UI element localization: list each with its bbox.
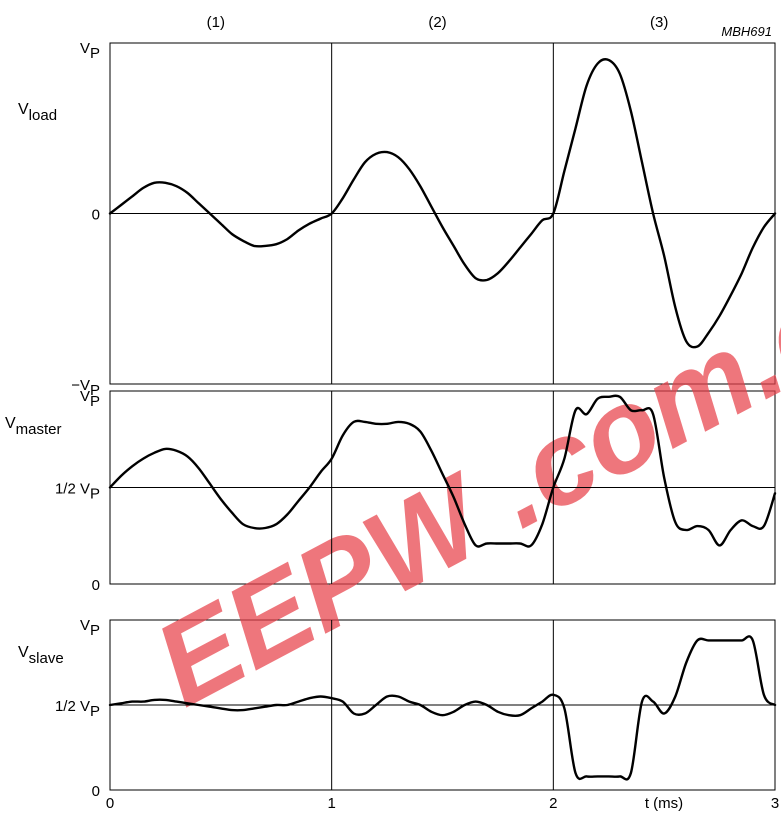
- x-tick-label-0: 0: [106, 795, 114, 812]
- segment-label-3: (3): [650, 14, 668, 31]
- y-tick-label-master-2: 0: [92, 577, 100, 594]
- y-axis-label-load: Vload: [18, 101, 57, 124]
- x-tick-label-1: 1: [327, 795, 335, 812]
- y-tick-label-master-1: 1/2 VP: [55, 481, 100, 503]
- trace-load: [108, 58, 777, 349]
- x-tick-label-3: 3: [771, 795, 779, 812]
- trace-layer: [108, 58, 777, 781]
- x-axis-label: t (ms): [645, 795, 683, 812]
- segment-label-2: (2): [428, 14, 446, 31]
- y-tick-label-load-0: VP: [80, 40, 100, 62]
- y-tick-label-load-1: 0: [92, 207, 100, 224]
- trace-master: [108, 394, 777, 548]
- x-tick-label-2: 2: [549, 795, 557, 812]
- y-tick-label-slave-2: 0: [92, 783, 100, 800]
- figure-id: MBH691: [721, 24, 772, 39]
- trace-slave: [108, 635, 777, 781]
- y-tick-label-slave-0: VP: [80, 617, 100, 639]
- y-tick-label-slave-1: 1/2 VP: [55, 698, 100, 720]
- y-axis-label-slave: Vslave: [18, 644, 64, 667]
- label-layer: (1) (2) (3) 0 1 2 3 VP 0 −VP Vload VP 1/2 VP 0 Vmaster…: [5, 14, 779, 812]
- y-axis-label-master: Vmaster: [5, 415, 62, 438]
- segment-label-1: (1): [207, 14, 225, 31]
- y-tick-label-load-2: −VP: [71, 377, 100, 399]
- y-tick-label-master-0: VP: [80, 388, 100, 410]
- watermark: EEPW .com.cn: [135, 227, 781, 731]
- watermark-text: EEPW .com.cn: [135, 227, 781, 731]
